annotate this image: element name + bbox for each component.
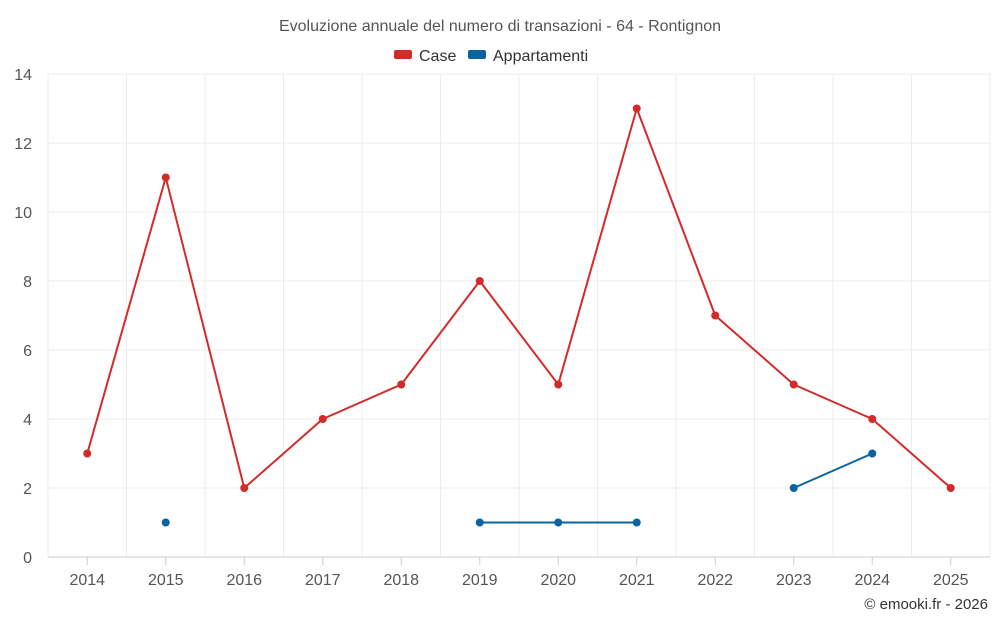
data-point[interactable] — [83, 449, 92, 458]
y-tick-label: 10 — [14, 205, 32, 222]
chart-title: Evoluzione annuale del numero di transaz… — [279, 18, 721, 35]
series-case — [83, 104, 955, 492]
data-point[interactable] — [318, 415, 327, 423]
x-tick-label: 2014 — [69, 572, 105, 589]
data-point[interactable] — [161, 518, 170, 527]
data-point[interactable] — [632, 518, 641, 527]
y-tick-label: 8 — [23, 274, 32, 291]
data-point[interactable] — [554, 380, 563, 389]
legend: Case Appartamenti — [394, 48, 588, 65]
x-tick-label: 2024 — [854, 572, 890, 589]
y-tick-label: 4 — [23, 412, 32, 429]
data-point[interactable] — [632, 104, 641, 113]
data-point[interactable] — [789, 380, 798, 389]
chart-credit: © emooki.fr - 2026 — [864, 596, 988, 613]
data-point[interactable] — [946, 484, 955, 492]
x-tick-label: 2017 — [305, 572, 341, 589]
data-point[interactable] — [868, 415, 877, 423]
data-point[interactable] — [868, 449, 877, 458]
data-point[interactable] — [240, 484, 249, 492]
legend-label-case[interactable]: Case — [419, 48, 456, 65]
legend-swatch-case — [394, 50, 412, 59]
series-line — [793, 452, 873, 489]
x-tick-label: 2015 — [148, 572, 184, 589]
x-tick-label: 2018 — [383, 572, 419, 589]
legend-swatch-appartamenti — [468, 50, 486, 59]
x-tick-label: 2021 — [619, 572, 655, 589]
x-tick-label: 2019 — [462, 572, 498, 589]
y-tick-label: 0 — [23, 550, 32, 567]
y-tick-label: 2 — [23, 481, 32, 498]
series-line — [86, 107, 952, 489]
data-point[interactable] — [789, 484, 798, 492]
data-point[interactable] — [475, 277, 484, 285]
data-point[interactable] — [554, 518, 563, 527]
y-tick-label: 14 — [14, 67, 32, 84]
series-appartamenti — [161, 449, 877, 527]
x-tick-label: 2022 — [697, 572, 733, 589]
data-point[interactable] — [397, 380, 406, 389]
data-point[interactable] — [475, 518, 484, 527]
data-point[interactable] — [711, 311, 720, 320]
y-tick-label: 6 — [23, 343, 32, 360]
data-point[interactable] — [161, 173, 170, 182]
x-tick-label: 2025 — [933, 572, 969, 589]
legend-label-appartamenti[interactable]: Appartamenti — [493, 48, 588, 65]
x-tick-label: 2023 — [776, 572, 812, 589]
y-tick-label: 12 — [14, 136, 32, 153]
x-tick-label: 2020 — [540, 572, 576, 589]
x-tick-label: 2016 — [226, 572, 262, 589]
